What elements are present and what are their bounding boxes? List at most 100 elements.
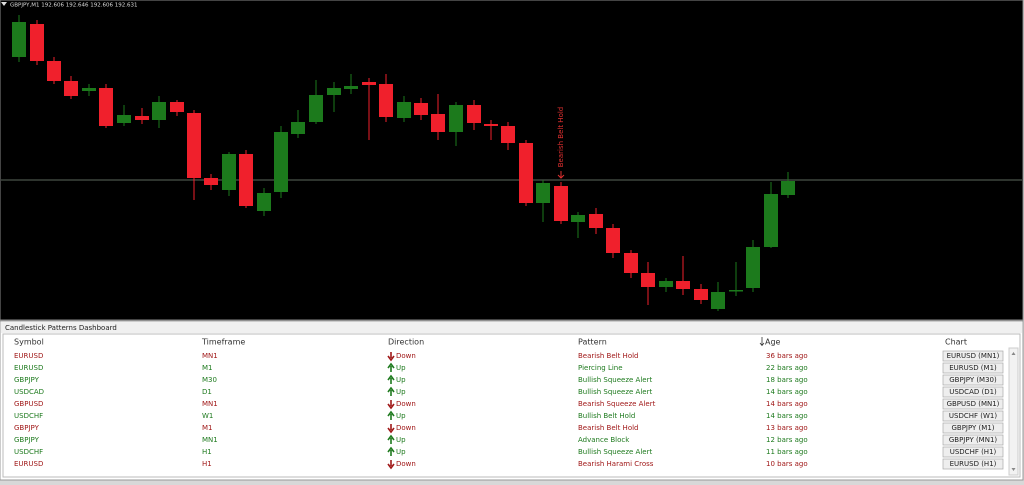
table-cell: 14 bars ago <box>766 400 808 408</box>
table-cell: 36 bars ago <box>766 352 808 360</box>
candle-body <box>519 143 533 203</box>
chart-button-label[interactable]: USDCHF (W1) <box>949 412 997 420</box>
table-cell: Bullish Squeeze Alert <box>578 376 652 384</box>
candle-body <box>12 22 26 57</box>
annotation-arrow <box>557 171 565 179</box>
table-cell: W1 <box>202 412 213 420</box>
candle-body <box>170 102 184 112</box>
chart-button-label[interactable]: EURUSD (MN1) <box>947 352 1000 360</box>
table-cell: 14 bars ago <box>766 412 808 420</box>
chart-button-label[interactable]: GBPUSD (MN1) <box>947 400 1000 408</box>
candle-body <box>554 186 568 221</box>
candle-body <box>624 253 638 273</box>
chart-button-label[interactable]: GBPJPY (MN1) <box>949 436 998 444</box>
arrow-down <box>387 424 395 434</box>
candle-body <box>431 114 445 132</box>
chart-button[interactable] <box>942 434 1004 446</box>
table-frame <box>2 333 1021 478</box>
column-header[interactable]: Timeframe <box>201 338 245 347</box>
candle-body <box>781 181 795 195</box>
candle-body <box>746 247 760 288</box>
arrow-down <box>387 352 395 362</box>
table-cell: 11 bars ago <box>766 448 808 456</box>
chart-button-label[interactable]: EURUSD (M1) <box>949 364 997 372</box>
table-cell: GBPJPY <box>14 436 40 444</box>
candle-body <box>467 105 481 123</box>
chart-button-label[interactable]: GBPJPY (M1) <box>951 424 994 432</box>
candle-body <box>82 88 96 91</box>
table: Symbol Timeframe Direction Pattern Age Chart E… <box>14 337 1004 470</box>
chart-button-label[interactable]: USDCHF (H1) <box>950 448 997 456</box>
table-cell: MN1 <box>202 352 218 360</box>
table-cell: Bullish Belt Hold <box>578 412 635 420</box>
table-cell: M1 <box>202 364 213 372</box>
table-cell: Bearish Belt Hold <box>578 352 639 360</box>
table-cell: 22 bars ago <box>766 364 808 372</box>
candle-body <box>239 154 253 206</box>
candle-body <box>47 61 61 81</box>
chart-button[interactable] <box>942 362 1004 374</box>
table-cell: EURUSD <box>14 460 43 468</box>
column-header[interactable]: Pattern <box>578 338 607 347</box>
arrow-up <box>387 362 395 372</box>
table-cell: M1 <box>202 424 213 432</box>
candle-body <box>694 289 708 300</box>
table-cell: Up <box>396 436 406 444</box>
arrow-up <box>387 374 395 384</box>
chart-button-label[interactable]: EURUSD (H1) <box>950 460 997 468</box>
chart-button[interactable] <box>942 350 1004 362</box>
candle-body <box>571 215 585 222</box>
chart-button[interactable] <box>942 374 1004 386</box>
dashboard-title: Candlestick Patterns Dashboard <box>5 324 117 332</box>
candle-body <box>291 122 305 134</box>
menu-arrow[interactable] <box>1 2 7 6</box>
chart-button[interactable] <box>942 458 1004 470</box>
table-cell: 10 bars ago <box>766 460 808 468</box>
chart-button-label[interactable]: USDCAD (D1) <box>949 388 997 396</box>
table-cell: 14 bars ago <box>766 388 808 396</box>
candle-body <box>222 154 236 190</box>
candle-body <box>536 183 550 203</box>
candle-body <box>344 86 358 89</box>
pattern-annotation: Bearish Belt Hold <box>557 107 565 168</box>
chart-button[interactable] <box>942 398 1004 410</box>
chart-button[interactable] <box>942 410 1004 422</box>
table-cell: 13 bars ago <box>766 424 808 432</box>
candle-body <box>274 132 288 192</box>
table-cell: Bullish Squeeze Alert <box>578 448 652 456</box>
table-cell: USDCHF <box>14 448 43 456</box>
candles <box>12 15 795 311</box>
dashboard-titlebar <box>1 322 1022 333</box>
table-cell: MN1 <box>202 436 218 444</box>
table-cell: Bearish Squeeze Alert <box>578 400 656 408</box>
candle-body <box>204 178 218 185</box>
scrollbar[interactable] <box>1008 347 1019 476</box>
chart-button-label[interactable]: GBPJPY (M30) <box>949 376 997 384</box>
candle-body <box>764 194 778 247</box>
chart-button[interactable] <box>942 422 1004 434</box>
table-cell: GBPUSD <box>14 400 43 408</box>
chart-button[interactable] <box>942 446 1004 458</box>
sort-arrow <box>759 337 765 347</box>
table-cell: Up <box>396 412 406 420</box>
arrow-down <box>387 460 395 470</box>
table-cell: Bearish Belt Hold <box>578 424 639 432</box>
table-cell: USDCHF <box>14 412 43 420</box>
candle-body <box>152 102 166 120</box>
column-header[interactable]: Age <box>765 338 781 347</box>
column-header[interactable]: Chart <box>945 338 967 347</box>
column-header[interactable]: Symbol <box>14 338 44 347</box>
candle-body <box>99 88 113 126</box>
candle-body <box>589 214 603 228</box>
column-header[interactable]: Direction <box>388 338 424 347</box>
table-cell: Up <box>396 448 406 456</box>
candle-body <box>30 24 44 61</box>
chart-area <box>0 0 1024 321</box>
chart-button[interactable] <box>942 386 1004 398</box>
table-cell: H1 <box>202 448 212 456</box>
candle-body <box>327 88 341 95</box>
table-cell: MN1 <box>202 400 218 408</box>
table-cell: Up <box>396 376 406 384</box>
arrow-up <box>387 446 395 456</box>
